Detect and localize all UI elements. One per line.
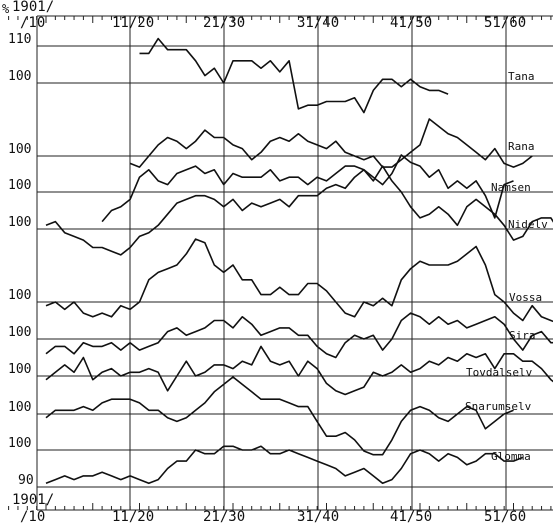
series-label-tana: Tana <box>508 70 535 83</box>
series-label-glomma: Glomma <box>491 450 531 463</box>
series-label-vossa: Vossa <box>509 291 542 304</box>
x-tick-label-bottom: 51/60 <box>484 509 526 525</box>
x-axis-labels: 1901//101901//1011/2011/2021/3021/3031/4… <box>12 0 526 525</box>
x-tick-label-top: /10 <box>20 15 45 31</box>
y-reference-label: 100 <box>8 436 31 451</box>
series-line-tovdalselv <box>45 345 553 396</box>
unit-symbol: % <box>2 2 10 16</box>
y-reference-label: 90 <box>18 473 34 488</box>
y-reference-label: 100 <box>8 400 31 415</box>
y-axis-labels: 110 100 100 100 100 100 100 100 100 100 90 <box>8 32 34 488</box>
x-tick-label-bottom: 21/30 <box>203 509 245 525</box>
vertical-gridlines <box>36 16 507 510</box>
y-reference-label: 100 <box>8 69 31 84</box>
x-tick-label-top: 1901/ <box>12 0 54 15</box>
series-label-nidelv: Nidelv <box>508 218 548 231</box>
x-tick-label-bottom: /10 <box>20 509 45 525</box>
y-reference-label: 100 <box>8 288 31 303</box>
y-reference-label: 100 <box>8 142 31 157</box>
series-label-snarumselv: Snarumselv <box>465 400 532 413</box>
x-tick-label-bottom: 31/40 <box>297 509 339 525</box>
y-reference-label: 100 <box>8 215 31 230</box>
series-line-sira <box>45 312 553 359</box>
x-tick-label-bottom: 11/20 <box>112 509 154 525</box>
series-line-namsen <box>101 154 514 223</box>
series-line-snarumselv <box>45 376 514 456</box>
series-label-sira: Sira <box>509 329 536 342</box>
series-line-vossa <box>45 238 553 323</box>
x-tick-label-bottom: 1901/ <box>12 492 54 508</box>
series-label-tovdalselv: Tovdalselv <box>466 366 533 379</box>
series-line-tana <box>139 37 449 114</box>
y-reference-label: 100 <box>8 325 31 340</box>
horizontal-gridlines <box>37 45 553 488</box>
x-tick-label-top: 11/20 <box>112 15 154 31</box>
x-tick-label-top: 51/60 <box>484 15 526 31</box>
period-tick-marks <box>8 15 553 511</box>
series-label-namsen: Namsen <box>491 181 531 194</box>
y-reference-label: 100 <box>8 178 31 193</box>
series-labels: Tana Rana Namsen Nidelv Vossa Sira Tovdalselv S… <box>465 70 548 463</box>
x-tick-label-top: 21/30 <box>203 15 245 31</box>
series-line-rana <box>129 118 533 168</box>
y-reference-label: 100 <box>8 362 31 377</box>
y-reference-label: 110 <box>8 32 31 47</box>
x-tick-label-top: 41/50 <box>390 15 432 31</box>
series-lines <box>45 37 553 485</box>
series-line-glomma <box>45 445 524 485</box>
x-tick-label-bottom: 41/50 <box>390 509 432 525</box>
series-line-nidelv <box>45 165 553 256</box>
x-tick-label-top: 31/40 <box>297 15 339 31</box>
series-label-rana: Rana <box>508 140 535 153</box>
